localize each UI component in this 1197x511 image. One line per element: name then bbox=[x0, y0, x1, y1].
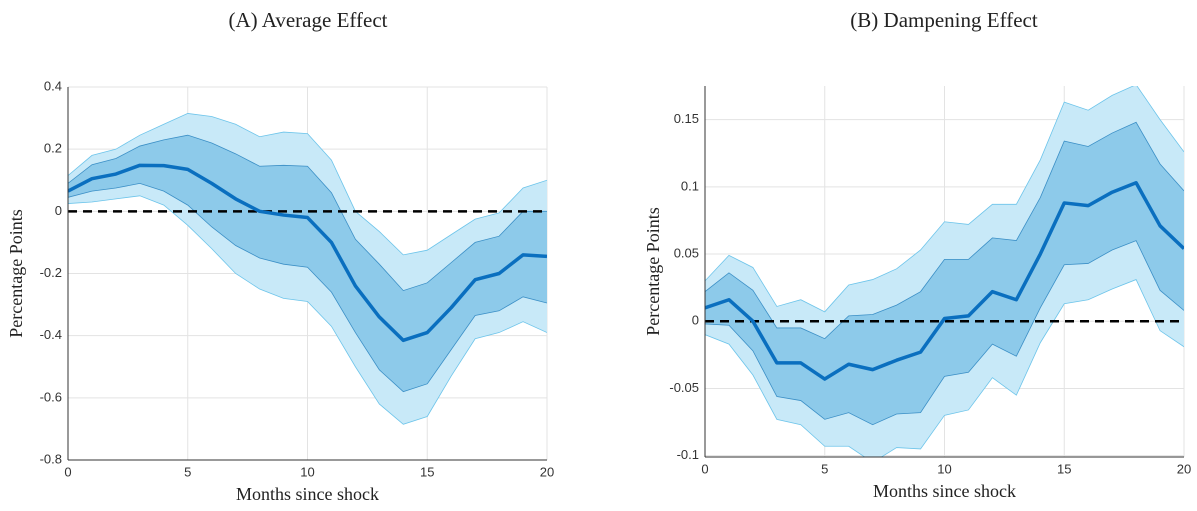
band-lower-edge bbox=[68, 182, 547, 393]
panel: -0.1 -0.05 0 0.05 0.1 0.15 0 5 10 15 20 (B) Dampeni… bbox=[643, 8, 1191, 501]
plot-content bbox=[68, 113, 547, 425]
band-upper-edge bbox=[705, 86, 1184, 313]
y-axis-label: Percentage Points bbox=[6, 209, 26, 337]
y-tick-label: -0.05 bbox=[669, 380, 699, 395]
band-lower-edge bbox=[705, 279, 1184, 457]
x-tick-label: 0 bbox=[64, 464, 71, 479]
y-tick-label: 0.15 bbox=[674, 111, 699, 126]
y-tick-label: -0.6 bbox=[40, 389, 62, 404]
chart-title: (B) Dampening Effect bbox=[850, 8, 1038, 32]
band-upper-edge bbox=[68, 134, 547, 292]
x-tick-label: 15 bbox=[420, 464, 434, 479]
y-tick-label: -0.2 bbox=[40, 265, 62, 280]
y-tick-label: -0.8 bbox=[40, 451, 62, 466]
x-tick-label: 20 bbox=[540, 464, 554, 479]
band-upper-edge bbox=[68, 113, 547, 256]
chart-title: (A) Average Effect bbox=[229, 8, 388, 32]
plot-content bbox=[705, 86, 1184, 457]
y-tick-label: 0.05 bbox=[674, 245, 699, 260]
band-lower-edge bbox=[705, 240, 1184, 426]
y-tick-label: 0.1 bbox=[681, 178, 699, 193]
x-tick-label: 10 bbox=[937, 461, 951, 476]
y-axis-label: Percentage Points bbox=[643, 207, 663, 335]
y-tick-label: -0.1 bbox=[677, 447, 699, 462]
confidence-band bbox=[705, 122, 1184, 425]
x-tick-label: 5 bbox=[184, 464, 191, 479]
panel: -0.8 -0.6 -0.4 -0.2 0 0.2 0.4 0 5 10 15 20 (A) Avera… bbox=[6, 8, 554, 504]
median-line bbox=[68, 163, 547, 343]
x-tick-label: 20 bbox=[1177, 461, 1191, 476]
band-lower-edge bbox=[68, 195, 547, 425]
x-axis-label: Months since shock bbox=[236, 484, 379, 504]
median-line bbox=[705, 181, 1184, 381]
x-tick-label: 10 bbox=[300, 464, 314, 479]
band-upper-edge bbox=[705, 121, 1184, 340]
y-tick-label: 0.4 bbox=[44, 78, 62, 93]
x-tick-label: 5 bbox=[821, 461, 828, 476]
y-tick-label: -0.4 bbox=[40, 327, 62, 342]
y-tick-label: 0.2 bbox=[44, 141, 62, 156]
y-tick-label: 0 bbox=[55, 203, 62, 218]
confidence-band bbox=[68, 135, 547, 392]
x-axis-label: Months since shock bbox=[873, 481, 1016, 501]
x-tick-label: 0 bbox=[701, 461, 708, 476]
y-tick-label: 0 bbox=[692, 313, 699, 328]
x-tick-label: 15 bbox=[1057, 461, 1071, 476]
